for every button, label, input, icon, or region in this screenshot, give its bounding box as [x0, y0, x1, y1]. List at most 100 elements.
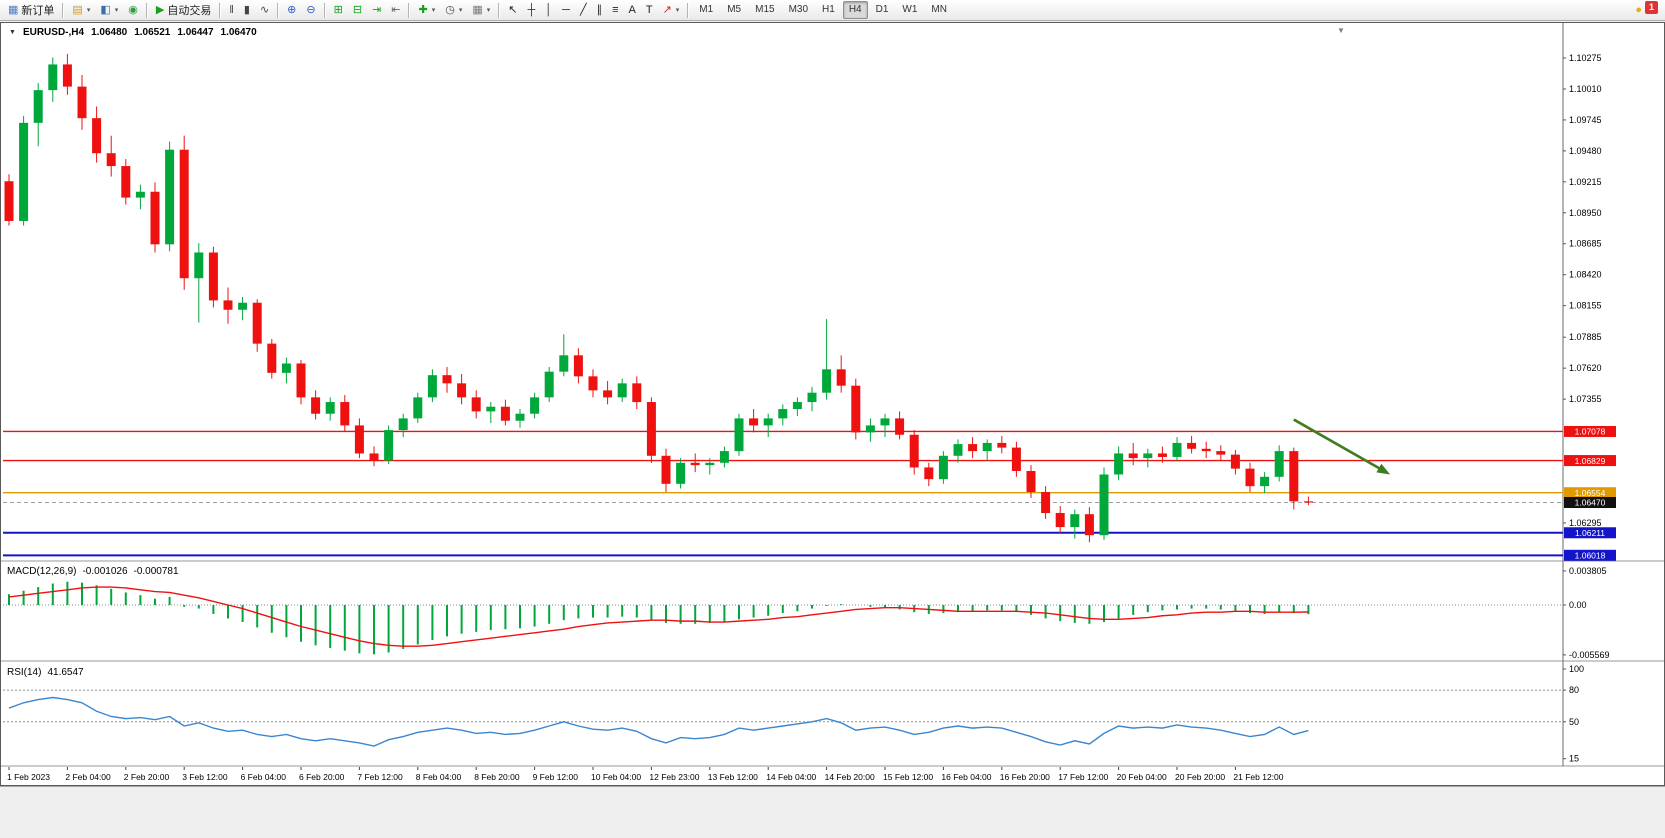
chevron-down-icon: ▾ [486, 7, 491, 14]
line-chart-icon: ∿ [259, 3, 270, 16]
price-tick-label: 1.10010 [1569, 84, 1602, 94]
shift-marker-icon[interactable]: ▼ [1337, 26, 1345, 35]
toolbar-separator [62, 2, 65, 18]
new-order-button[interactable]: ▦ 新订单 [3, 0, 59, 20]
candle-body [1201, 448, 1211, 452]
trend-arrow-annotation[interactable] [1293, 418, 1391, 475]
candle-body [573, 355, 583, 377]
candle-body [909, 434, 919, 468]
candle-body [734, 418, 744, 452]
timeframe-m30-button[interactable]: M30 [788, 4, 809, 15]
notifications-icon[interactable]: ● [1635, 3, 1642, 16]
arrow-head [1376, 463, 1391, 475]
line-chart-button[interactable]: ∿ [255, 0, 274, 20]
candle-body [1011, 447, 1021, 471]
price-tick-label: 1.09480 [1569, 146, 1602, 156]
candle-body [705, 462, 715, 466]
chart-shift-button[interactable]: ⇤ [386, 0, 405, 20]
candle-body [719, 451, 729, 463]
notification-badge[interactable]: 1 [1644, 0, 1658, 14]
trendline-tool-button[interactable]: ╱ [575, 0, 592, 20]
time-axis[interactable]: 1 Feb 2023 2 Feb 04:00 2 Feb 20:00 3 Feb 12… [7, 767, 1284, 782]
text-label-tool-button[interactable]: T [641, 0, 658, 20]
auto-scroll-button[interactable]: ⇥ [367, 0, 386, 20]
cursor-tool-button[interactable]: ↖ [503, 0, 522, 20]
chart-info-line: ▼ EURUSD-,H4 1.06480 1.06521 1.06447 1.0… [9, 27, 257, 38]
autotrading-button[interactable]: ▶ 自动交易 [151, 0, 216, 20]
periods-button[interactable]: ◷ ▾ [440, 0, 467, 20]
indicators-button[interactable]: ✚ ▾ [413, 0, 440, 20]
bar-chart-button[interactable]: ‖ [224, 0, 239, 20]
fibonacci-tool-button[interactable]: ≡ [607, 0, 623, 20]
candlestick-chart-button[interactable]: ▮ [239, 0, 255, 20]
top-toolbar: ▦ 新订单 ▤ ▾ ◧ ▾ ◉ ▶ 自动交易 ‖ ▮ ∿ ⊕ ⊖ ⊞ ⊟ ⇥ ⇤ ✚ ▾ ◷ ▾ ▦ ▾ ↖ ┼ │ ─ ╱ ∥ ≡ A T ↗ ▾… [0, 0, 1665, 21]
zoom-in-icon: ⊕ [287, 3, 297, 16]
profiles-button[interactable]: ◧ ▾ [95, 0, 123, 20]
price-tick-label: 1.10275 [1569, 53, 1602, 63]
toolbar-separator [145, 2, 148, 18]
rsi-tick-label: 15 [1569, 754, 1579, 764]
timeframe-d1-button[interactable]: D1 [875, 4, 889, 15]
candle-body [486, 406, 496, 412]
timeframe-mn-button[interactable]: MN [931, 4, 947, 15]
templates-button[interactable]: ▦ ▾ [467, 0, 495, 20]
date-tick-label: 6 Feb 20:00 [299, 772, 345, 782]
chart-shift-marker[interactable]: ▼ [1337, 26, 1345, 35]
vertical-line-tool-button[interactable]: │ [540, 0, 557, 20]
date-tick-label: 9 Feb 12:00 [533, 772, 579, 782]
channel-tool-button[interactable]: ∥ [592, 0, 608, 20]
price-label-box-1.06018 [1564, 549, 1616, 561]
profiles-icon: ◧ [100, 3, 111, 16]
tile-windows-icon: ⊞ [333, 3, 343, 16]
rsi-tick-label: 100 [1569, 664, 1584, 674]
rsi-pane: 100 80 50 15 [3, 664, 1584, 764]
candle-body [354, 425, 364, 454]
date-tick-label: 8 Feb 04:00 [416, 772, 462, 782]
price-axis[interactable]: 1.10275 1.10010 1.09745 1.09480 1.09215 1.089… [1563, 53, 1602, 528]
macd-tick-label: -0.005569 [1569, 650, 1610, 660]
candle-body [515, 413, 525, 421]
candle-body [559, 355, 569, 372]
arrows-tool-button[interactable]: ↗ ▾ [658, 0, 685, 20]
timeframe-m15-button[interactable]: M15 [755, 4, 775, 15]
crosshair-tool-button[interactable]: ┼ [522, 0, 540, 20]
tile-windows-button[interactable]: ⊞ [329, 0, 348, 20]
new-chart-button[interactable]: ▤ ▾ [67, 0, 95, 20]
timeframe-w1-button[interactable]: W1 [902, 4, 918, 15]
timeframe-m1-button[interactable]: M1 [699, 4, 714, 15]
timeframe-h1-button[interactable]: H1 [822, 4, 835, 15]
text-tool-button[interactable]: A [623, 0, 640, 20]
timeframe-m5-button[interactable]: M5 [727, 4, 742, 15]
ohlc-collapse-icon[interactable]: ▼ [9, 29, 16, 36]
candlesticks-layer[interactable] [4, 53, 1313, 543]
price-label-text: 1.07078 [1575, 427, 1606, 437]
price-tick-label: 1.08950 [1569, 208, 1602, 218]
candle-body [398, 418, 408, 431]
cascade-windows-icon: ⊟ [352, 3, 363, 16]
date-tick-label: 20 Feb 20:00 [1175, 772, 1225, 782]
candle-body [1245, 468, 1255, 487]
candle-body [62, 64, 72, 87]
cascade-windows-button[interactable]: ⊟ [348, 0, 367, 20]
timeframe-h4-button[interactable]: H4 [842, 1, 868, 19]
candle-body [179, 149, 189, 279]
price-label-text: 1.06018 [1575, 551, 1606, 561]
fibonacci-icon: ≡ [612, 3, 619, 16]
horizontal-line-tool-button[interactable]: ─ [557, 0, 575, 20]
candle-body [1172, 442, 1182, 457]
price-label-box-1.06211 [1564, 527, 1616, 539]
price-label-text: 1.06554 [1575, 488, 1606, 498]
refresh-button[interactable]: ◉ [123, 0, 143, 20]
price-chart-canvas[interactable]: 1.10275 1.10010 1.09745 1.09480 1.09215 1.089… [1, 23, 1664, 785]
candle-body [1055, 513, 1065, 528]
candle-body [895, 418, 905, 435]
price-tick-label: 1.08155 [1569, 301, 1602, 311]
zoom-in-button[interactable]: ⊕ [282, 0, 301, 20]
zoom-out-button[interactable]: ⊖ [301, 0, 320, 20]
candle-body [442, 375, 452, 384]
rsi-name: RSI(14) [7, 667, 42, 678]
rsi-indicator-label: RSI(14) 41.6547 [7, 667, 84, 678]
chevron-down-icon: ▾ [431, 7, 436, 14]
new-chart-icon: ▤ [72, 3, 83, 16]
